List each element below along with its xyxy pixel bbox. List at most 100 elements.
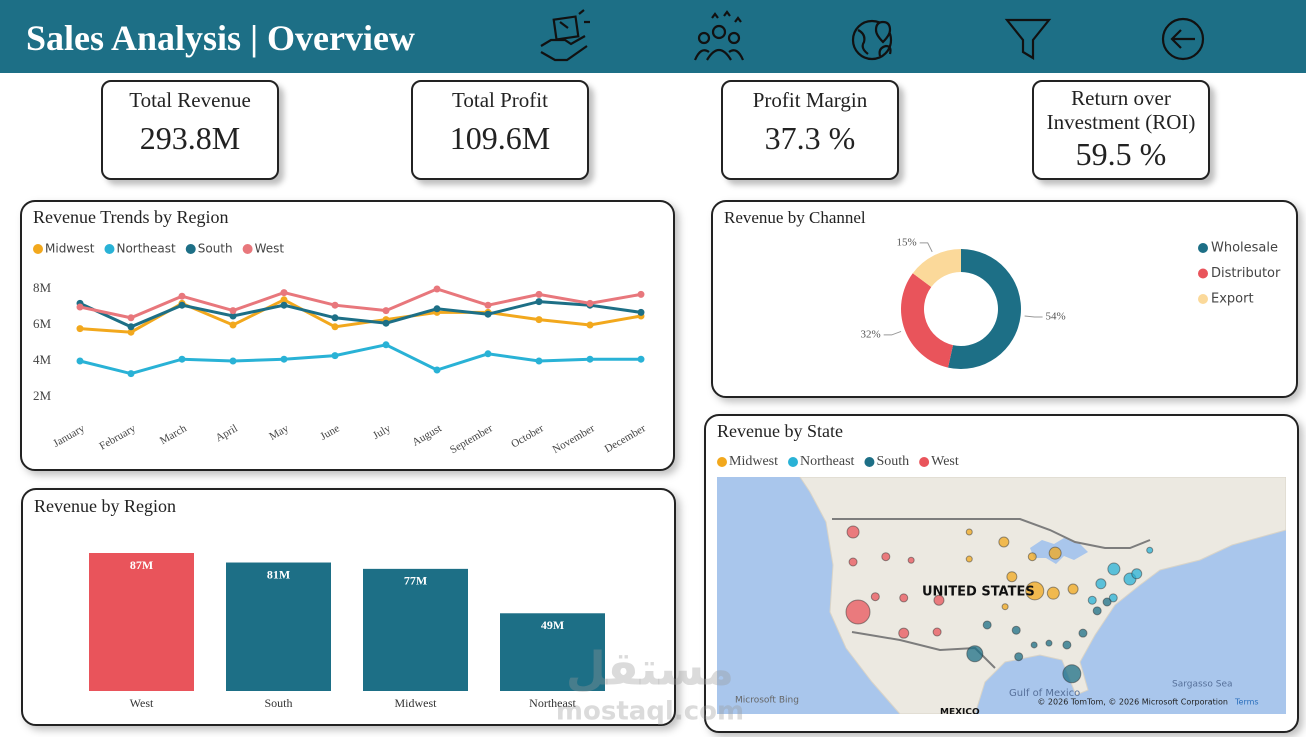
point (484, 350, 492, 358)
customers-icon[interactable] (693, 10, 745, 61)
point (178, 355, 186, 363)
x-tick-label: Northeast (529, 696, 576, 710)
point (586, 299, 594, 307)
legend-marker (1198, 243, 1208, 253)
bubble (870, 592, 880, 602)
point (127, 370, 135, 378)
bubble (1030, 641, 1038, 649)
y-tick-label: 4M (33, 352, 52, 367)
bubble (1087, 595, 1097, 605)
point (280, 355, 288, 363)
regions-icon[interactable] (851, 19, 893, 61)
bubble (982, 620, 992, 630)
value-label: 49M (541, 618, 564, 632)
legend-label: Northeast (116, 242, 176, 256)
legend-marker (1198, 294, 1208, 304)
bubble (848, 557, 858, 567)
legend-label: Midwest (729, 454, 778, 469)
point (76, 357, 84, 365)
point (127, 328, 135, 336)
legend-label: Export (1211, 292, 1254, 307)
bubble (933, 594, 945, 606)
point (535, 298, 543, 306)
page-title: Sales Analysis | Overview (26, 18, 415, 58)
point (127, 323, 135, 331)
bubble (966, 645, 984, 663)
kpi-card: Return over Investment (ROI) 59.5 % (1032, 80, 1210, 180)
y-tick-label: 6M (33, 316, 52, 331)
products-icon[interactable] (540, 9, 590, 62)
bar (89, 553, 194, 691)
kpi-value: 37.3 % (764, 120, 856, 156)
point (433, 366, 441, 374)
point (331, 314, 339, 322)
bubble (1102, 597, 1112, 607)
map-label: UNITED STATES (922, 585, 1035, 600)
value-label: 32% (861, 328, 881, 340)
point (127, 314, 135, 322)
legend-label: South (876, 454, 909, 469)
y-tick-label: 2M (33, 388, 52, 403)
point (586, 321, 594, 329)
bubble (1078, 628, 1088, 638)
watermark: مستقل (566, 642, 734, 696)
x-tick-label: South (264, 696, 292, 710)
point (229, 321, 237, 329)
bubble (1025, 581, 1045, 601)
bubble (932, 627, 942, 637)
chart-title: Revenue by Region (34, 496, 176, 516)
donut-slice (912, 249, 961, 287)
map-label: Sargasso Sea (1172, 680, 1233, 690)
bubble (846, 525, 860, 539)
point (484, 310, 492, 318)
bubble (845, 599, 871, 625)
point (586, 355, 594, 363)
bubble (1014, 652, 1024, 662)
bubble (998, 536, 1010, 548)
bubble (899, 593, 909, 603)
back-icon[interactable] (1161, 17, 1205, 61)
leader-line (919, 242, 933, 253)
legend-marker (919, 457, 930, 467)
legend-marker (864, 457, 875, 467)
legend-marker (788, 457, 798, 467)
map-label: Microsoft Bing (735, 696, 799, 706)
bubble (1131, 568, 1143, 580)
legend-marker (33, 244, 43, 254)
bubble (1006, 571, 1018, 583)
kpi-value: 109.6M (449, 120, 551, 156)
value-label: 77M (404, 574, 427, 588)
donut-slice (900, 273, 954, 368)
line (79, 287, 642, 320)
point (229, 312, 237, 320)
bubble (1092, 606, 1102, 616)
nav-icons (540, 9, 1205, 62)
kpi-card: Profit Margin 37.3 % (721, 80, 899, 180)
point (382, 341, 390, 349)
value-label: 54% (1046, 311, 1066, 323)
point (637, 290, 645, 298)
leader-line (883, 330, 902, 336)
x-tick-label: West (130, 696, 154, 710)
card (20, 200, 675, 471)
legend-marker (104, 244, 115, 254)
point (535, 316, 543, 324)
point (178, 292, 186, 300)
header: Sales Analysis | Overview (0, 0, 1306, 73)
legend-label: Midwest (45, 242, 95, 256)
bubble (1062, 640, 1072, 650)
bubble (1108, 593, 1118, 603)
bubble (965, 555, 973, 563)
bar (500, 613, 605, 691)
leader-line (1024, 315, 1043, 318)
point (280, 296, 288, 304)
chart-title: Revenue Trends by Region (33, 207, 229, 227)
map-label: Terms (1234, 698, 1259, 707)
point (637, 355, 645, 363)
filter-icon[interactable] (1004, 18, 1052, 60)
bubble (965, 528, 973, 536)
point (433, 285, 441, 293)
kpi-label: Profit Margin (752, 88, 868, 112)
bubble (1107, 562, 1121, 576)
bubble (1001, 603, 1009, 611)
